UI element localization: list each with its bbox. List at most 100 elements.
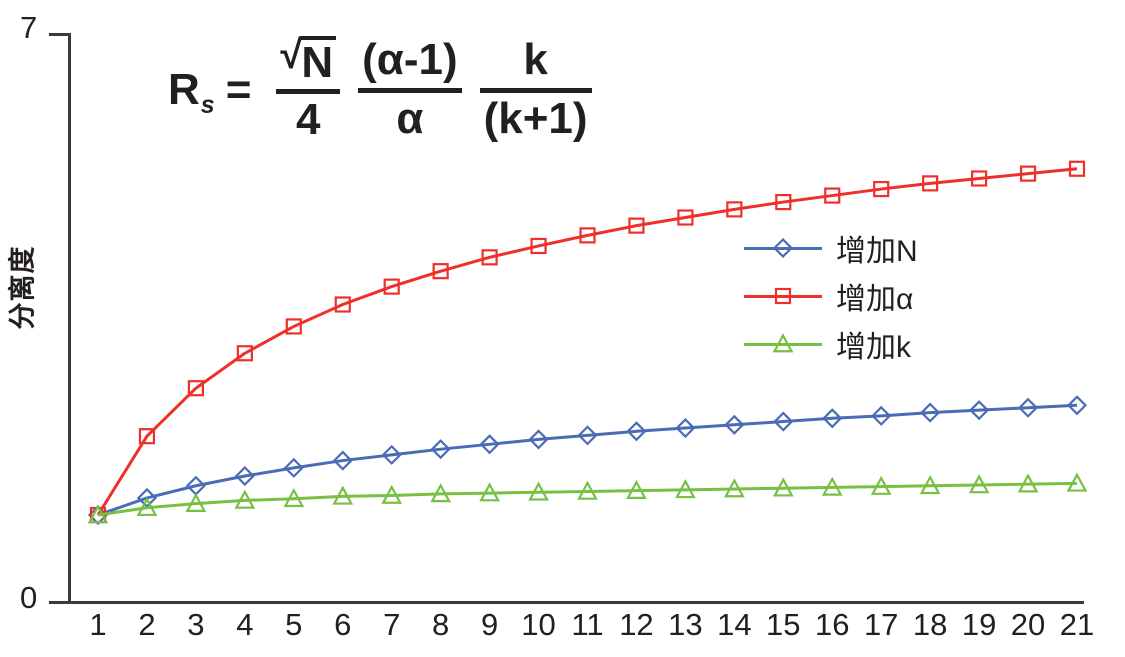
- x-axis-tick-label: 6: [334, 607, 352, 642]
- radicand-n: N: [300, 36, 337, 85]
- data-point-marker: [724, 478, 745, 498]
- data-point-marker: [285, 318, 302, 335]
- x-axis-tick-label: 9: [480, 607, 499, 642]
- y-axis-min-label: 0: [20, 580, 38, 615]
- data-point-marker: [383, 278, 400, 295]
- data-point-marker: [1066, 472, 1088, 492]
- y-axis-top-tick: [49, 33, 71, 36]
- legend-item-label: 增加N: [836, 235, 918, 268]
- legend-item[interactable]: 增加α: [744, 276, 918, 316]
- data-point-marker: [577, 425, 598, 446]
- data-point-marker: [236, 345, 253, 362]
- fraction-bar: [479, 87, 592, 93]
- data-point-marker: [332, 485, 354, 505]
- legend-item[interactable]: 增加N: [744, 228, 918, 268]
- data-point-marker: [824, 187, 841, 204]
- data-point-marker: [528, 481, 549, 501]
- data-point-marker: [1017, 473, 1039, 493]
- data-point-marker: [479, 434, 500, 455]
- data-point-marker: [726, 201, 743, 218]
- data-point-marker: [675, 479, 696, 499]
- series-square: [89, 160, 1086, 524]
- x-axis-tick-label: 1: [89, 607, 107, 642]
- x-axis-tick-label: 7: [383, 607, 401, 642]
- data-point-marker: [136, 487, 158, 509]
- x-axis-tick-label: 18: [912, 607, 948, 642]
- formula-sqrt-n: √ N: [276, 33, 340, 85]
- formula-r-symbol: R: [168, 64, 200, 114]
- fraction-bar: [276, 89, 341, 94]
- x-axis-tick-label: 21: [1059, 607, 1095, 642]
- data-point-marker: [283, 487, 305, 508]
- x-axis-tick-label: 2: [138, 607, 156, 642]
- x-axis-tick-label: 10: [521, 607, 556, 642]
- formula-numerator-alpha-minus-1: (α-1): [362, 35, 458, 85]
- x-axis-tick-label: 12: [619, 607, 654, 642]
- legend-item[interactable]: 增加k: [744, 324, 918, 364]
- x-axis-tick-labels: 1 2 3 4 5 6 7 8 9 10 11 12 13 14 15 16 17 18 19 20 21: [68, 607, 1094, 653]
- data-point-marker: [430, 439, 451, 460]
- radical-sign: √: [280, 33, 303, 77]
- y-axis-max-label: 7: [20, 10, 38, 45]
- data-point-marker: [481, 249, 498, 266]
- legend-item-label: 增加k: [836, 331, 911, 364]
- data-point-marker: [775, 193, 792, 211]
- x-axis-tick-label: 17: [863, 607, 899, 642]
- series-line: [97, 403, 1078, 517]
- data-point-marker: [626, 479, 647, 499]
- data-point-marker: [1017, 397, 1039, 418]
- data-point-marker: [530, 237, 547, 255]
- data-point-marker: [773, 411, 794, 432]
- x-axis-line: [49, 601, 1084, 604]
- data-point-marker: [528, 429, 549, 450]
- data-point-marker: [919, 474, 941, 495]
- x-axis-tick-label: 20: [1010, 607, 1046, 642]
- data-point-marker: [873, 180, 890, 198]
- data-point-marker: [577, 480, 598, 500]
- legend-item-label: 增加α: [836, 283, 914, 316]
- formula-denominator-k-plus-1: (k+1): [483, 93, 588, 143]
- data-point-marker: [89, 506, 107, 524]
- y-axis-title: 分离度: [7, 245, 38, 330]
- series-line: [96, 167, 1078, 516]
- formula-term-sqrtN-over-4: √ N 4: [276, 33, 341, 143]
- data-point-marker: [138, 428, 156, 445]
- x-axis-tick-label: 11: [571, 607, 604, 642]
- series-diamond: [87, 395, 1088, 526]
- data-point-marker: [821, 476, 843, 496]
- legend-marker-icon: [774, 287, 792, 305]
- data-point-marker: [920, 402, 941, 423]
- data-point-marker: [772, 477, 794, 497]
- fraction-bar: [358, 87, 462, 93]
- formula-term-alpha: (α-1) α: [358, 35, 462, 143]
- legend-marker-icon: [772, 237, 794, 259]
- data-point-marker: [822, 408, 843, 429]
- data-point-marker: [430, 483, 451, 503]
- data-point-marker: [870, 475, 892, 495]
- data-point-marker: [185, 475, 206, 496]
- formula-r-subscript: s: [200, 90, 215, 119]
- data-point-marker: [87, 504, 109, 526]
- formula-numerator-k: k: [523, 35, 548, 85]
- data-point-marker: [968, 474, 990, 494]
- legend-line: [744, 294, 822, 298]
- data-point-marker: [969, 400, 990, 421]
- formula-denominator-alpha: α: [396, 93, 424, 143]
- x-axis-tick-label: 8: [432, 607, 450, 642]
- triangle-marker: [744, 331, 822, 357]
- x-axis-tick-label: 16: [815, 607, 850, 642]
- square-marker: [744, 283, 822, 309]
- data-point-marker: [381, 484, 403, 504]
- data-point-marker: [234, 489, 256, 509]
- data-point-marker: [1019, 165, 1037, 182]
- x-axis-tick-label: 13: [668, 607, 703, 642]
- data-point-marker: [432, 263, 449, 280]
- x-axis-tick-label: 15: [766, 607, 801, 642]
- legend-line: [744, 342, 822, 346]
- x-axis-tick-label: 14: [717, 607, 752, 642]
- data-point-marker: [675, 417, 696, 439]
- data-point-marker: [677, 209, 694, 226]
